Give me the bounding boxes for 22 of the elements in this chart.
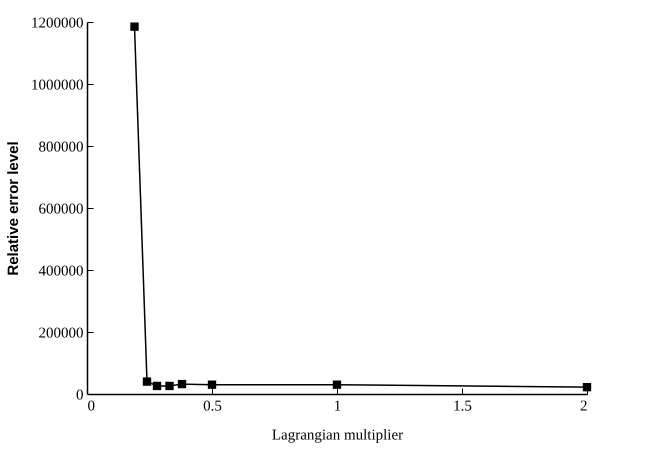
point — [582, 382, 592, 392]
x-tick-label: 1.5 — [453, 398, 472, 414]
x-tick-label: 1 — [334, 398, 342, 414]
y-axis-title: Relative error level — [5, 141, 22, 276]
point — [332, 380, 342, 389]
point — [142, 377, 152, 386]
y-tick-label: 1200000 — [31, 16, 84, 32]
y-tick-label: 0 — [76, 388, 84, 404]
point — [165, 382, 174, 390]
y-tick-label: 1000000 — [31, 78, 84, 94]
point — [152, 382, 162, 390]
point — [208, 380, 216, 389]
y-tick-label: 800000 — [38, 140, 84, 156]
y-tick-label: 400000 — [38, 264, 84, 280]
point — [130, 22, 139, 31]
x-tick-label: 0.5 — [203, 398, 222, 414]
x-axis-title: Lagrangian multiplier — [272, 428, 404, 444]
point — [178, 380, 186, 388]
x-tick-label: 2 — [580, 398, 588, 414]
y-tick-label: 200000 — [38, 326, 84, 342]
x-tick-label: 0 — [88, 398, 95, 414]
y-tick-label: 600000 — [38, 202, 84, 218]
